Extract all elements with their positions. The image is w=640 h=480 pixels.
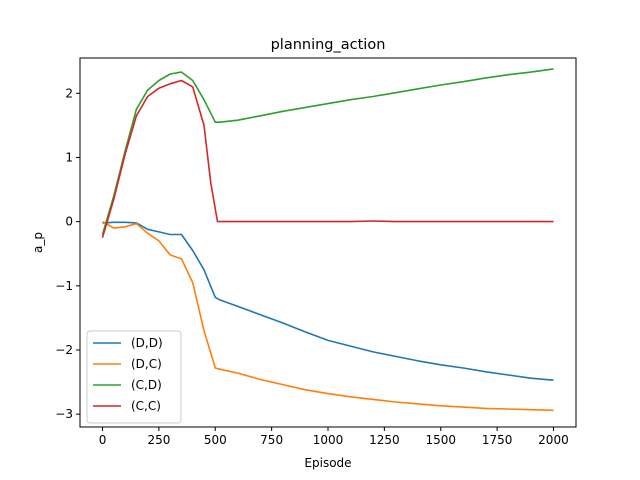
x-tick-label: 250 (147, 433, 170, 447)
y-tick-label: −3 (55, 407, 73, 421)
legend-box (86, 330, 182, 424)
y-tick-label: −2 (55, 343, 73, 357)
x-tick-label: 750 (260, 433, 283, 447)
series-line-0 (102, 221, 554, 381)
x-tick-label: 500 (204, 433, 227, 447)
x-tick-label: 1250 (369, 433, 400, 447)
series-line-1 (102, 220, 554, 412)
legend-entry-1: (D,C) (131, 357, 162, 371)
x-tick-label: 1500 (425, 433, 456, 447)
legend-entry-2: (C,D) (131, 378, 162, 392)
y-ticks: −3 −2 −1 0 1 2 (55, 86, 80, 421)
y-tick-label: −1 (55, 279, 73, 293)
y-axis-label: a_p (31, 232, 45, 253)
chart-title: planning_action (271, 37, 386, 53)
x-axis-label: Episode (304, 456, 351, 470)
x-ticks: 0 250 500 750 1000 1250 1500 1750 2000 (99, 427, 569, 447)
y-tick-label: 1 (65, 150, 73, 164)
legend: (D,D) (D,C) (C,D) (C,C) (86, 330, 182, 424)
plot-frame (79, 57, 577, 428)
x-tick-label: 0 (99, 433, 107, 447)
series-line-2 (101, 68, 554, 235)
legend-entry-3: (C,C) (131, 399, 161, 413)
x-tick-label: 1750 (482, 433, 513, 447)
x-tick-label: 1000 (313, 433, 344, 447)
series-line-3 (101, 79, 554, 238)
y-tick-label: 0 (65, 215, 73, 229)
y-tick-label: 2 (65, 86, 73, 100)
series-layer (101, 68, 554, 412)
x-tick-label: 2000 (538, 433, 569, 447)
legend-entry-0: (D,D) (131, 336, 163, 350)
